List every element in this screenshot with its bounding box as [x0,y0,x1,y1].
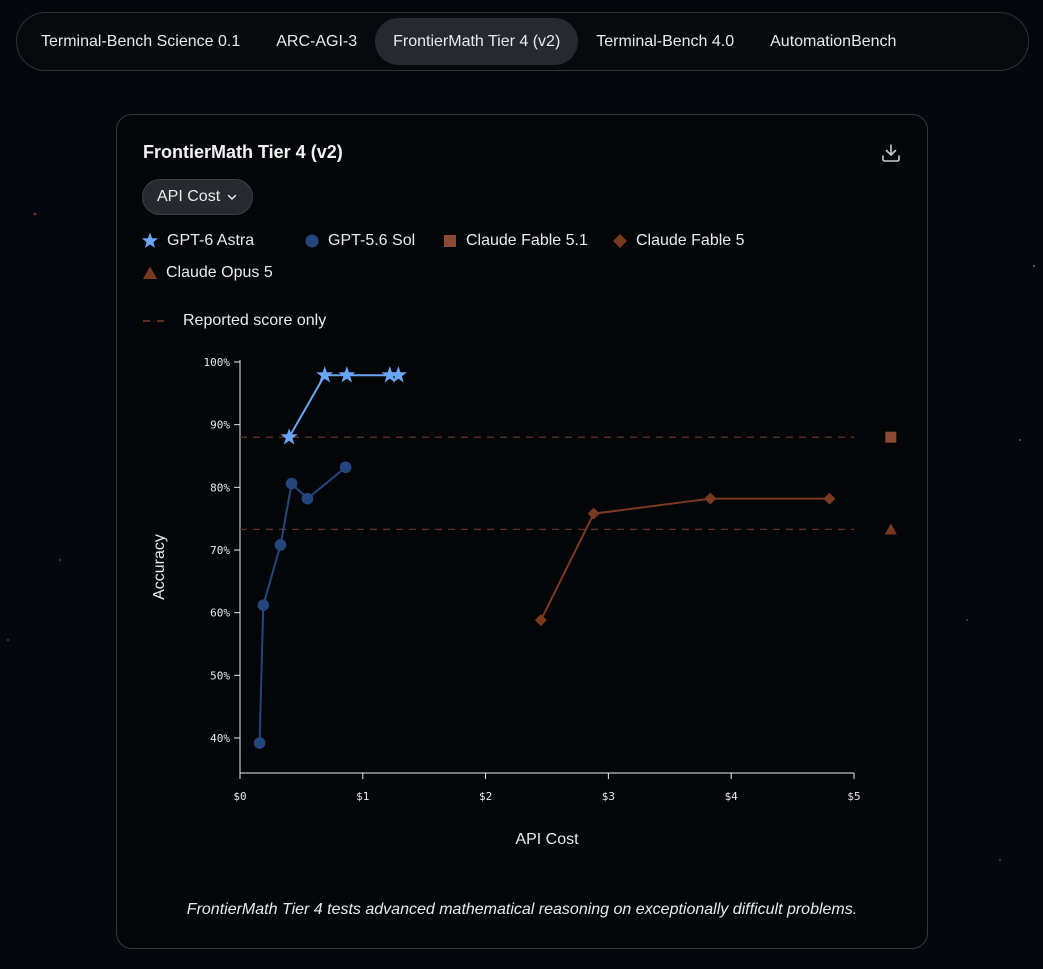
legend-item-gpt56-sol[interactable]: GPT-5.6 Sol [304,231,415,251]
triangle-marker-icon [143,266,157,279]
reference-line-legend: Reported score only [143,312,326,330]
x-tick-label: $3 [602,790,615,803]
data-point-gpt-6-astra[interactable] [280,428,298,445]
data-point-gpt-6-astra[interactable] [316,366,334,383]
download-button[interactable] [879,141,903,165]
metric-select[interactable]: API Cost [142,179,254,215]
benchmark-tabs: Terminal-Bench Science 0.1 ARC-AGI-3 Fro… [16,12,1029,71]
data-point-gpt-5-6-sol[interactable] [339,461,352,474]
x-tick-label: $1 [356,790,369,803]
series-line-gpt-5-6-sol [258,466,347,744]
tab-frontiermath-tier4[interactable]: FrontierMath Tier 4 (v2) [375,18,579,65]
accuracy-vs-cost-chart: 40% 50% 60% 70% 80% 90% 100% $0 $1 $2 $3 $4 $5 API Co… [151,356,897,848]
data-point-claude-opus-5[interactable] [884,523,897,535]
x-tick-label: $2 [479,790,492,803]
data-point-claude-fable-5[interactable] [534,614,547,627]
data-point-gpt-5-6-sol[interactable] [253,737,266,749]
data-point-gpt-5-6-sol[interactable] [285,477,298,490]
series-line-gpt-6-astra [288,374,399,438]
legend-label: GPT-6 Astra [167,232,255,249]
tab-terminal-bench-science[interactable]: Terminal-Bench Science 0.1 [41,33,241,50]
diamond-marker-icon [613,234,627,248]
x-tick-label: $4 [725,790,739,803]
legend-item-claude-fable-51[interactable]: Claude Fable 5.1 [442,231,588,251]
reference-line-label: Reported score only [183,312,327,329]
legend-item-gpt6-astra[interactable]: GPT-6 Astra [141,231,254,251]
data-point-claude-fable-5[interactable] [704,492,717,505]
circle-marker-icon [305,234,319,248]
x-axis-title: API Cost [515,831,579,848]
y-tick-label: 40% [210,732,230,745]
x-tick-label: $5 [847,790,860,803]
tab-automationbench[interactable]: AutomationBench [770,33,897,50]
data-point-gpt-5-6-sol[interactable] [257,599,270,611]
x-tick-label: $0 [233,790,246,803]
legend-item-claude-fable-5[interactable]: Claude Fable 5 [612,231,745,251]
y-tick-label: 80% [210,481,230,494]
tab-terminal-bench-4[interactable]: Terminal-Bench 4.0 [596,33,735,50]
legend-item-claude-opus-5[interactable]: Claude Opus 5 [142,263,273,283]
card-title: FrontierMath Tier 4 (v2) [143,142,343,162]
data-point-gpt-6-astra[interactable] [338,366,356,383]
dashed-line-icon [143,320,171,322]
y-tick-label: 70% [210,544,230,557]
y-tick-label: 100% [204,356,231,369]
legend-label: Claude Fable 5.1 [466,232,588,249]
data-point-claude-fable-5-1[interactable] [885,431,897,443]
square-marker-icon [444,235,456,247]
data-point-gpt-6-astra[interactable] [389,366,407,383]
data-point-gpt-5-6-sol[interactable] [274,539,287,551]
star-marker-icon [141,232,159,248]
data-point-gpt-5-6-sol[interactable] [301,492,314,505]
y-tick-label: 50% [210,669,230,682]
data-point-gpt-6-astra[interactable] [381,366,399,383]
benchmark-card: FrontierMath Tier 4 (v2) API Cost GPT-6 … [116,114,928,949]
y-axis-title: Accuracy [151,534,168,600]
data-point-claude-fable-5[interactable] [823,492,836,505]
chart-caption: FrontierMath Tier 4 tests advanced mathe… [186,901,858,918]
download-icon [882,144,900,162]
metric-select-value: API Cost [157,188,221,205]
legend-label: Claude Fable 5 [636,232,745,249]
legend-label: Claude Opus 5 [166,264,273,281]
chevron-down-icon [227,194,237,200]
tab-arc-agi-3[interactable]: ARC-AGI-3 [276,33,358,50]
series-line-claude-fable-5 [540,497,830,621]
y-tick-label: 60% [210,607,230,620]
y-tick-label: 90% [210,419,230,432]
legend-label: GPT-5.6 Sol [328,232,416,249]
data-point-claude-fable-5[interactable] [587,507,600,520]
